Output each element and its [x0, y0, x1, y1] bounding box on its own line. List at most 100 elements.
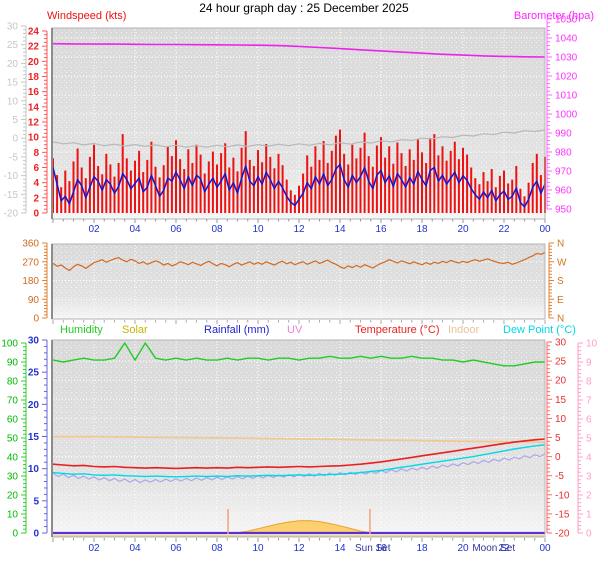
- axis-tick-label: 14: [28, 102, 40, 113]
- axis-tick-label: 18: [28, 72, 40, 83]
- axis-tick-label: 25: [28, 368, 40, 379]
- axis-tick-label: 1000: [555, 110, 578, 121]
- axis-tick-label: E: [557, 295, 564, 306]
- axis-tick-label: 15: [28, 432, 40, 443]
- axis-tick-label: 5: [555, 433, 561, 444]
- axis-tick-label: 8: [586, 377, 592, 388]
- axis-tick-label: 950: [555, 205, 572, 216]
- axis-tick-label: 9: [586, 358, 592, 369]
- time-axis-label: 12: [293, 543, 305, 554]
- time-axis-label: 06: [170, 224, 182, 235]
- axis-tick-label: 15: [7, 78, 19, 89]
- climate-panel: 1009080706050403020100302520151050302520…: [1, 336, 597, 555]
- axis-tick-label: 100: [1, 339, 18, 350]
- axis-tick-label: 22: [28, 42, 40, 53]
- legend-temperature-c: Temperature (°C): [355, 324, 440, 336]
- axis-tick-label: 7: [586, 396, 592, 407]
- axis-tick-label: 1040: [555, 34, 578, 45]
- axis-tick-label: 10: [28, 464, 40, 475]
- axis-tick-label: 16: [28, 87, 40, 98]
- axis-tick-label: 10: [28, 133, 40, 144]
- axis-tick-label: 50: [7, 434, 19, 445]
- time-axis-label: 10: [252, 224, 264, 235]
- wind-average-line: [52, 163, 546, 208]
- axis-tick-label: 0: [33, 314, 39, 325]
- axis-tick-label: 30: [28, 336, 40, 347]
- axis-tick-label: 4: [33, 178, 39, 189]
- axis-tick-label: 5: [33, 496, 39, 507]
- barometer-line: [52, 42, 546, 58]
- axis-tick-label: 20: [28, 57, 40, 68]
- axis-tick-label: 70: [7, 396, 19, 407]
- axis-tick-label: 0: [555, 452, 561, 463]
- axis-tick-label: -20: [4, 209, 19, 220]
- axis-tick-label: 0: [33, 529, 39, 540]
- time-axis-label: 18: [416, 224, 428, 235]
- axis-tick-label: 8: [33, 148, 39, 159]
- sun-set-label: Sun Set: [355, 543, 391, 554]
- legend-indoor: Indoor: [448, 324, 480, 336]
- axis-tick-label: 25: [555, 357, 567, 368]
- axis-tick-label: 6: [586, 415, 592, 426]
- axis-tick-label: 10: [555, 414, 567, 425]
- indoor-line: [53, 435, 546, 443]
- axis-tick-label: -15: [4, 190, 19, 201]
- time-axis-label: 08: [211, 224, 223, 235]
- humidity-line: [52, 342, 545, 367]
- barometer-axis-title: Barometer (hpa): [513, 10, 594, 22]
- axis-tick-label: 0: [33, 209, 39, 220]
- axis-tick-label: -5: [555, 471, 564, 482]
- time-axis-label: 10: [252, 543, 264, 554]
- legend-solar: Solar: [122, 324, 148, 336]
- axis-tick-label: 25: [7, 40, 19, 51]
- time-axis-label: 02: [88, 224, 100, 235]
- axis-tick-label: W: [557, 257, 567, 268]
- time-axis-label: 08: [211, 543, 223, 554]
- legend-rainfall-mm: Rainfall (mm): [204, 324, 270, 336]
- axis-tick-label: -15: [555, 509, 570, 520]
- outer-gray-axis: 30 25 20 15 10 5 0 -5 -10 -15 -20: [4, 22, 27, 220]
- time-axis-label: 02: [88, 543, 100, 554]
- axis-tick-label: 40: [7, 453, 19, 464]
- axis-tick-label: 0: [12, 529, 18, 540]
- legend-uv: UV: [287, 324, 303, 336]
- temperature-line: [52, 438, 546, 470]
- time-axis-label: 14: [334, 224, 346, 235]
- axis-tick-label: S: [557, 276, 564, 287]
- time-axis-label: 06: [170, 543, 182, 554]
- axis-tick-label: 24: [28, 27, 40, 38]
- temperature-axis: 30 25 20 15 10 5 0 -5 -10 -15 -20: [546, 338, 570, 540]
- time-axis-label: 22: [498, 224, 510, 235]
- time-axis-label: 00: [539, 224, 551, 235]
- axis-tick-label: 1010: [555, 91, 578, 102]
- axis-tick-label: 10: [586, 339, 598, 350]
- axis-tick-label: 20: [7, 59, 19, 70]
- time-axis-label: 04: [129, 224, 141, 235]
- axis-tick-label: 6: [33, 163, 39, 174]
- windspeed-axis-title: Windspeed (kts): [47, 10, 127, 22]
- axis-tick-label: 90: [7, 358, 19, 369]
- moon-set-label: Moon Set: [472, 543, 515, 554]
- axis-tick-label: 2: [586, 491, 592, 502]
- axis-tick-label: 180: [22, 276, 39, 287]
- axis-tick-label: 30: [555, 338, 567, 349]
- wind-direction-line: [52, 252, 546, 272]
- axis-tick-label: -10: [555, 490, 570, 501]
- axis-tick-label: 0: [12, 134, 18, 145]
- axis-tick-label: 980: [555, 148, 572, 159]
- time-axis-label: 18: [416, 543, 428, 554]
- direction-degrees-axis: 360 270 180 90 0: [22, 239, 48, 325]
- axis-tick-label: 30: [7, 472, 19, 483]
- time-axis-label: 00: [539, 543, 551, 554]
- axis-tick-label: 360: [22, 239, 39, 250]
- graph-title: 24 hour graph day : 25 December 2025: [199, 1, 409, 15]
- axis-tick-label: -20: [555, 529, 570, 540]
- axis-tick-label: 60: [7, 415, 19, 426]
